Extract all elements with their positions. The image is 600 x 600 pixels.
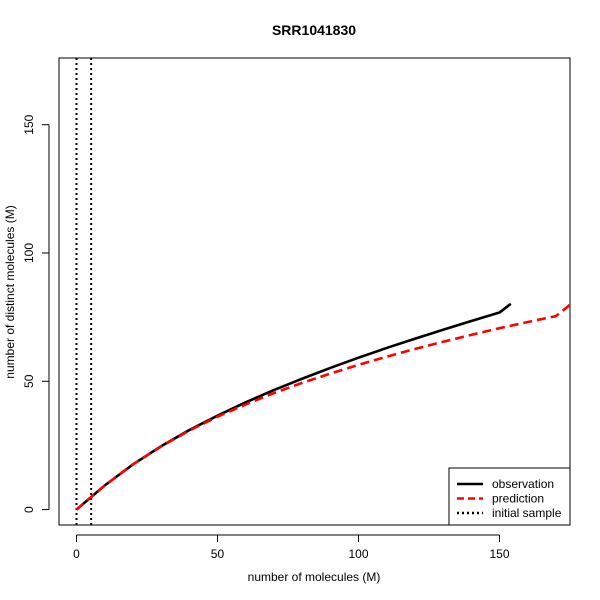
y-tick-label: 100: [22, 243, 36, 263]
series-layer: [75, 302, 571, 511]
legend-box: [448, 467, 571, 526]
initial-sample-lines: [75, 58, 93, 525]
observation-line: [75, 302, 512, 511]
y-tick-label: 150: [22, 114, 36, 134]
x-axis: 0 50 100 150: [73, 534, 510, 561]
x-tick-label: 100: [348, 547, 368, 561]
legend-label: observation: [492, 477, 554, 491]
y-axis: 0 50 100 150: [22, 114, 50, 513]
y-tick-label: 50: [22, 374, 36, 388]
prediction-line: [75, 303, 571, 511]
plot-frame: [58, 57, 571, 526]
chart-title: SRR1041830: [272, 22, 356, 38]
y-tick-label: 0: [22, 506, 36, 513]
x-tick-label: 150: [489, 547, 509, 561]
y-axis-label: number of distinct molecules (M): [3, 205, 17, 378]
x-tick-label: 50: [211, 547, 225, 561]
legend-label: initial sample: [492, 506, 562, 520]
x-axis-label: number of molecules (M): [248, 570, 381, 584]
legend-label: prediction: [492, 492, 544, 506]
x-tick-label: 0: [73, 547, 80, 561]
